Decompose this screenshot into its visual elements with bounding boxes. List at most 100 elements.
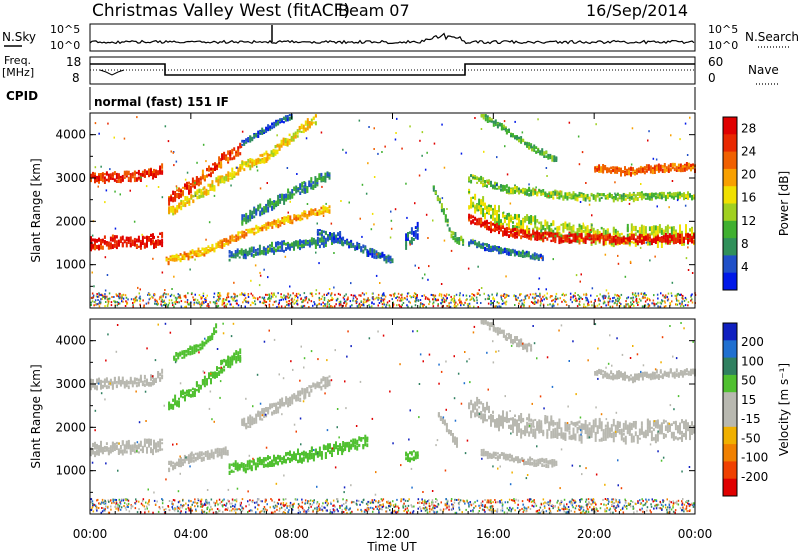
velocity-echo-band xyxy=(90,438,164,458)
cpid-mode-text: normal (fast) 151 IF xyxy=(94,95,229,109)
power-colorbar-label: Power [dB] xyxy=(777,171,791,236)
velocity-echo-band xyxy=(405,450,419,463)
freq-unit-label: [MHz] xyxy=(2,66,34,79)
power-echo-band xyxy=(405,221,419,250)
power-echo-band xyxy=(432,185,465,246)
power-colorbar-swatch xyxy=(723,220,737,239)
noise-right-tick-high: 10^5 xyxy=(708,23,738,36)
power-y-axis-label: Slant Range [km] xyxy=(29,158,43,262)
velocity-echo-band xyxy=(480,320,533,353)
power-colorbar-swatch xyxy=(723,272,737,291)
velocity-colorbar-tick: 200 xyxy=(741,335,764,349)
power-colorbar-tick: 24 xyxy=(741,145,756,159)
velocity-colorbar-frame xyxy=(722,322,738,497)
power-colorbar-swatch xyxy=(723,255,737,274)
velocity-colorbar-tick: -50 xyxy=(741,431,761,445)
x-tick-label: 12:00 xyxy=(375,527,410,541)
power-echo-band xyxy=(480,114,558,163)
velocity-colorbar-swatch xyxy=(723,444,737,462)
power-echo-band xyxy=(468,213,695,246)
velocity-y-axis-label: Slant Range [km] xyxy=(29,364,43,468)
freq-early-wiggle xyxy=(99,69,125,76)
date-label: 16/Sep/2014 xyxy=(586,1,688,20)
power-panel: 1000 2000 3000 4000 Slant Range [km] 4 8 12 16… xyxy=(29,112,791,309)
x-axis-label: Time UT xyxy=(366,540,417,554)
beam-label: Beam 07 xyxy=(338,1,410,20)
power-colorbar-swatch xyxy=(723,203,737,222)
velocity-heatmap-data xyxy=(90,320,696,514)
noise-sky-trace xyxy=(89,32,695,45)
power-y-tick-label: 1000 xyxy=(55,258,86,272)
velocity-panel: 1000 2000 3000 4000 00:00 04:00 08:00 12:00 16:… xyxy=(29,318,791,541)
freq-panel: Freq. [MHz] 18 8 60 0 Nave xyxy=(2,54,780,85)
power-x-axis xyxy=(89,113,696,308)
power-echo-band xyxy=(594,162,696,177)
x-tick-label: 20:00 xyxy=(577,527,612,541)
power-colorbar-tick: 12 xyxy=(741,214,756,228)
noise-left-tick-low: 10^0 xyxy=(50,39,80,52)
power-frame xyxy=(89,112,696,309)
nsearch-label: N.Search xyxy=(745,30,799,44)
freq-left-tick-low: 8 xyxy=(72,71,80,85)
velocity-colorbar: 200 100 50 15 -15 -50 -100 -200 xyxy=(722,322,768,497)
velocity-colorbar-tick: 50 xyxy=(741,374,756,388)
velocity-colorbar-swatch xyxy=(723,461,737,480)
velocity-echo-band xyxy=(437,412,458,448)
velocity-echo-band xyxy=(228,434,369,475)
velocity-colorbar-label: Velocity [m s⁻¹] xyxy=(777,363,791,456)
x-tick-label: 00:00 xyxy=(73,527,108,541)
nave-label: Nave xyxy=(748,63,779,77)
power-colorbar-swatch xyxy=(723,186,737,204)
velocity-colorbar-swatch xyxy=(723,409,737,428)
power-echo-band xyxy=(468,239,544,262)
power-colorbar: 4 8 12 16 20 24 28 xyxy=(722,116,756,291)
power-y-tick-label: 3000 xyxy=(55,171,86,185)
velocity-y-tick-label: 2000 xyxy=(55,420,86,434)
x-tick-label: 16:00 xyxy=(476,527,511,541)
x-tick-label: 00:00 xyxy=(678,527,713,541)
power-colorbar-tick: 4 xyxy=(741,260,749,274)
power-colorbar-swatch xyxy=(723,238,737,256)
velocity-colorbar-swatch xyxy=(723,323,737,341)
x-tick-label: 04:00 xyxy=(174,527,209,541)
velocity-y-axis: 1000 2000 3000 4000 xyxy=(55,334,695,493)
power-colorbar-tick: 28 xyxy=(741,122,756,136)
power-colorbar-swatch xyxy=(723,117,737,135)
power-colorbar-swatch xyxy=(723,134,737,153)
velocity-colorbar-swatch xyxy=(723,357,737,376)
freq-label: Freq. xyxy=(4,54,31,67)
velocity-colorbar-swatch xyxy=(723,374,737,393)
power-echo-band xyxy=(165,205,331,266)
power-colorbar-tick: 8 xyxy=(741,237,749,251)
velocity-echo-band xyxy=(241,375,331,430)
power-echo-band xyxy=(468,174,695,203)
freq-trace xyxy=(90,63,695,76)
noise-right-tick-low: 10^0 xyxy=(708,39,738,52)
x-tick-label: 08:00 xyxy=(274,527,309,541)
velocity-colorbar-tick: 100 xyxy=(741,354,764,368)
power-colorbar-swatch xyxy=(723,168,737,187)
velocity-echo-band xyxy=(168,348,242,411)
freq-left-tick-high: 18 xyxy=(66,55,81,69)
power-echo-band xyxy=(316,229,394,264)
velocity-colorbar-tick: -15 xyxy=(741,412,761,426)
power-echo-band xyxy=(168,142,242,206)
power-y-tick-label: 2000 xyxy=(55,214,86,228)
power-echo-band xyxy=(90,231,164,252)
velocity-colorbar-swatch xyxy=(723,340,737,359)
noise-panel: N.Sky 10^5 10^0 10^5 10^0 N.Search xyxy=(2,23,799,52)
power-colorbar-frame xyxy=(722,116,738,291)
velocity-echo-band xyxy=(480,448,558,469)
power-y-axis: 1000 2000 3000 4000 xyxy=(55,128,695,287)
power-echo-band xyxy=(168,114,317,216)
velocity-y-tick-label: 4000 xyxy=(55,334,86,348)
velocity-noise-speckle xyxy=(90,322,695,514)
velocity-echo-band xyxy=(90,368,164,391)
velocity-colorbar-tick: 15 xyxy=(741,393,756,407)
power-heatmap-data xyxy=(90,114,697,308)
velocity-colorbar-swatch xyxy=(723,392,737,410)
velocity-echo-band xyxy=(168,446,229,473)
velocity-colorbar-swatch xyxy=(723,426,737,445)
power-colorbar-swatch xyxy=(723,151,737,170)
